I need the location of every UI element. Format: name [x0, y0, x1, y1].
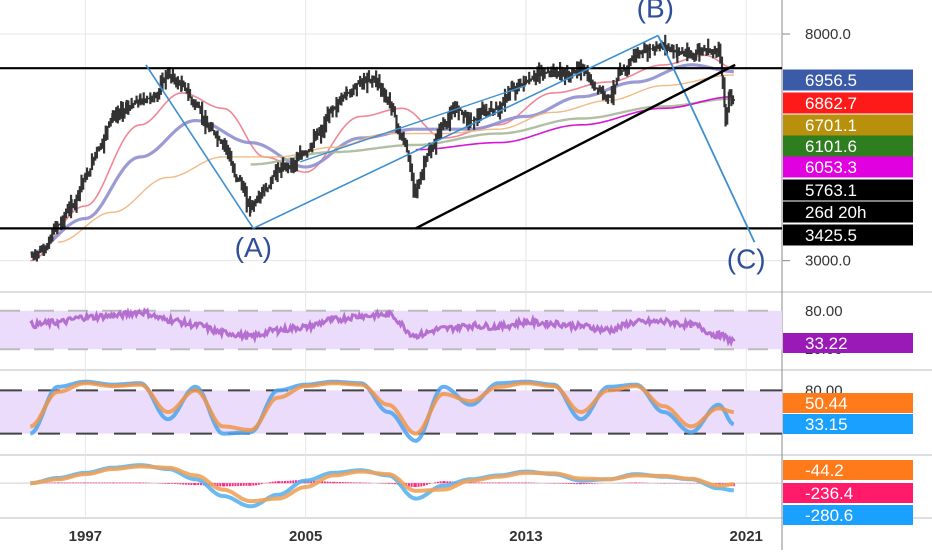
price-tag-box — [783, 135, 913, 157]
price-tag-box — [783, 224, 913, 246]
macd-tag: -280.6 — [783, 505, 913, 525]
price-tag-text: 3425.5 — [805, 226, 857, 245]
axis-labels: 19972005201320218000.03000.080.0020.0080… — [69, 26, 851, 545]
stoch-tag-text: 50.44 — [805, 394, 848, 413]
wave-annotations: (A) (B) (C) — [0, 0, 782, 274]
macd-tag-text: -44.2 — [805, 461, 844, 480]
price-tag-box — [783, 156, 913, 178]
rsi-line — [29, 307, 736, 348]
stochastic-d-line — [30, 381, 734, 436]
x-tick-label: 1997 — [69, 528, 102, 545]
wave-label: (B) — [637, 0, 674, 23]
y-tick-label: 8000.0 — [805, 26, 851, 43]
price-tag-box — [783, 114, 913, 136]
macd-tag-text: -236.4 — [805, 484, 853, 503]
wave-label: (C) — [727, 243, 766, 274]
price-tag-box — [783, 69, 913, 91]
price-tag-text: 6862.7 — [805, 94, 857, 113]
x-tick-label: 2005 — [289, 528, 322, 545]
price-layer — [30, 34, 735, 262]
rsi-tag-box — [783, 333, 913, 353]
price-tag-text: 5763.1 — [805, 181, 857, 200]
price-tag-box — [783, 179, 913, 201]
rsi-layer — [29, 307, 736, 348]
stoch-tag-box — [783, 414, 913, 434]
x-tick-label: 2021 — [730, 528, 763, 545]
macd-tag: -236.4 — [783, 483, 913, 503]
macd-tag-box — [783, 505, 913, 525]
price-tag-box — [783, 201, 913, 223]
price-tag-text: 6956.5 — [805, 71, 857, 90]
stochastic-layer — [29, 379, 735, 443]
price-tag: 6956.5 — [783, 69, 913, 91]
price-tag: 5763.1 — [783, 179, 913, 201]
y-tick-label: 3000.0 — [805, 253, 851, 270]
rsi-tick-label: 80.00 — [805, 303, 843, 320]
price-tag: 26d 20h — [783, 201, 913, 223]
stoch-tag: 50.44 — [783, 393, 913, 413]
macd-signal-line — [30, 464, 734, 504]
rsi-band — [0, 310, 782, 350]
price-tags: 6956.5 6862.7 6701.1 6101.6 6053.3 5763.1 26d … — [783, 69, 913, 525]
price-tag-text: 6701.1 — [805, 116, 857, 135]
price-tag: 3425.5 — [783, 224, 913, 246]
moving-average-line — [30, 63, 734, 255]
price-tag: 6101.6 — [783, 135, 913, 157]
wave-line-b — [252, 34, 659, 230]
stoch-tag: 33.15 — [783, 414, 913, 434]
channel-line — [299, 84, 527, 163]
wave-line-a — [145, 64, 254, 229]
price-tag-text: 6053.3 — [805, 158, 857, 177]
rsi-tag: 33.22 — [783, 333, 913, 353]
moving-average-line — [57, 74, 734, 243]
stoch-tag-text: 33.15 — [805, 415, 848, 434]
price-tag-box — [783, 92, 913, 114]
macd-tag-box — [783, 460, 913, 480]
stoch-tag-box — [783, 393, 913, 413]
price-tag: 6701.1 — [783, 114, 913, 136]
price-tag: 6862.7 — [783, 92, 913, 114]
macd-tag: -44.2 — [783, 460, 913, 480]
wave-label: (A) — [235, 232, 272, 263]
rsi-tag-text: 33.22 — [805, 334, 848, 353]
indicator-bands — [0, 309, 782, 435]
price-tag-text: 26d 20h — [805, 203, 866, 222]
macd-tag-box — [783, 483, 913, 503]
price-tag-text: 6101.6 — [805, 137, 857, 156]
macd-tag-text: -280.6 — [805, 506, 853, 525]
trendline-support — [415, 63, 736, 230]
moving-average-line — [415, 95, 734, 151]
x-tick-label: 2013 — [509, 528, 542, 545]
macd-layer — [0, 463, 782, 509]
price-tag: 6053.3 — [783, 156, 913, 178]
wave-line-c — [657, 35, 756, 243]
